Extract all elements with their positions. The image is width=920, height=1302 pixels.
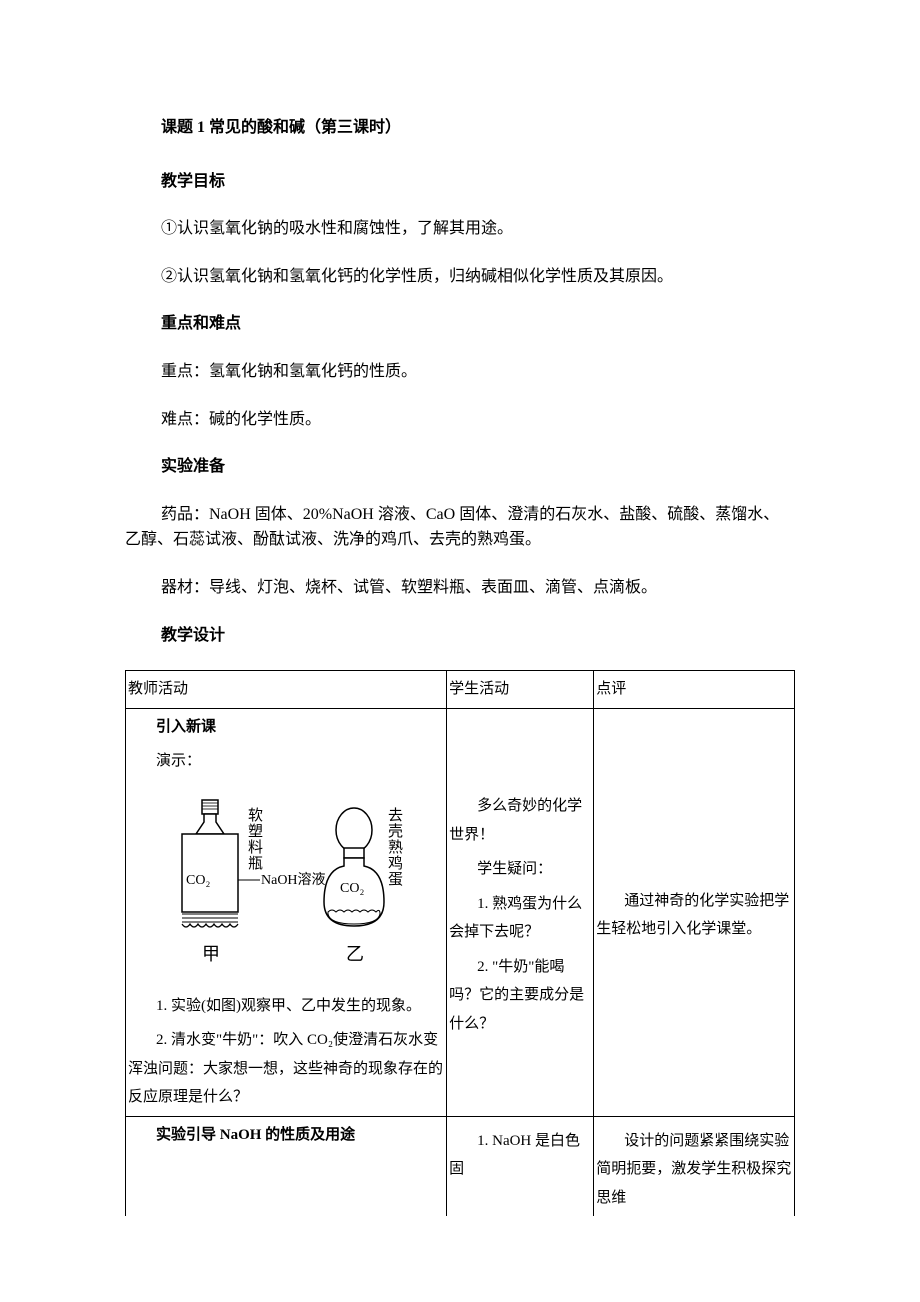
experiment-diagram: NaOH溶液 CO₂ CO₂ 软 <box>156 792 416 982</box>
cell-student-2: 1. NaOH 是白色固 <box>447 1116 594 1216</box>
egg-label: 去 壳 熟 鸡 蛋 <box>388 807 407 888</box>
heading-design: 教学设计 <box>161 623 795 649</box>
co2-label-b: CO₂ <box>340 881 364 896</box>
cell-student-1: 多么奇妙的化学世界！ 学生疑问： 1. 熟鸡蛋为什么会掉下去呢？ 2. "牛奶"… <box>447 708 594 1116</box>
flask-yi: CO₂ <box>324 808 384 926</box>
heading-goals: 教学目标 <box>161 169 795 195</box>
co2-label-a: CO₂ <box>186 873 210 888</box>
student-p3: 1. 熟鸡蛋为什么会掉下去呢？ <box>449 890 591 947</box>
header-teacher: 教师活动 <box>126 671 447 709</box>
cell-comment-1: 通过神奇的化学实验把学生轻松地引入化学课堂。 <box>594 708 795 1116</box>
bottle-material-label: 软 塑 料 瓶 <box>248 807 267 872</box>
student-p2: 学生疑问： <box>449 855 591 884</box>
comment-row2-p1: 设计的问题紧紧围绕实验简明扼要，激发学生积极探究思维 <box>596 1127 792 1213</box>
label-yi: 乙 <box>346 944 364 964</box>
design-table: 教师活动 学生活动 点评 引入新课 演示： <box>125 670 795 1216</box>
demo-label: 演示： <box>128 747 444 776</box>
table-row: 引入新课 演示： <box>126 708 795 1116</box>
bottle-jia <box>182 800 238 927</box>
goal-2: ②认识氢氧化钠和氢氧化钙的化学性质，归纳碱相似化学性质及其原因。 <box>161 264 795 290</box>
student-p1: 多么奇妙的化学世界！ <box>449 792 591 849</box>
table-row: 实验引导 NaOH 的性质及用途 1. NaOH 是白色固 设计的问题紧紧围绕实… <box>126 1116 795 1216</box>
prep-equipment: 器材：导线、灯泡、烧杯、试管、软塑料瓶、表面皿、滴管、点滴板。 <box>125 575 795 601</box>
difficult-point: 难点：碱的化学性质。 <box>161 407 795 433</box>
prep-chemicals: 药品：NaOH 固体、20%NaOH 溶液、CaO 固体、澄清的石灰水、盐酸、硫… <box>125 502 795 553</box>
cell-comment-2: 设计的问题紧紧围绕实验简明扼要，激发学生积极探究思维 <box>594 1116 795 1216</box>
key-point: 重点：氢氧化钠和氢氧化钙的性质。 <box>161 359 795 385</box>
lesson-title: 课题 1 常见的酸和碱（第三课时） <box>161 115 795 141</box>
header-comment: 点评 <box>594 671 795 709</box>
goal-1: ①认识氢氧化钠的吸水性和腐蚀性，了解其用途。 <box>161 216 795 242</box>
teacher-step-1: 1. 实验(如图)观察甲、乙中发生的现象。 <box>128 992 444 1021</box>
teacher-step-2: 2. 清水变"牛奶"：吹入 CO₂使澄清石灰水变浑浊问题：大家想一想，这些神奇的… <box>128 1026 444 1112</box>
label-jia: 甲 <box>202 944 220 964</box>
naoh-section-heading: 实验引导 NaOH 的性质及用途 <box>128 1121 444 1150</box>
heading-prep: 实验准备 <box>161 454 795 480</box>
intro-heading: 引入新课 <box>128 713 444 742</box>
header-student: 学生活动 <box>447 671 594 709</box>
comment-p1: 通过神奇的化学实验把学生轻松地引入化学课堂。 <box>596 887 792 944</box>
naoh-label: NaOH溶液 <box>261 872 326 888</box>
cell-teacher-1: 引入新课 演示： <box>126 708 447 1116</box>
cell-teacher-2: 实验引导 NaOH 的性质及用途 <box>126 1116 447 1216</box>
table-header-row: 教师活动 学生活动 点评 <box>126 671 795 709</box>
student-p4: 2. "牛奶"能喝吗？它的主要成分是什么？ <box>449 953 591 1039</box>
heading-key: 重点和难点 <box>161 311 795 337</box>
student-row2-p1: 1. NaOH 是白色固 <box>449 1127 591 1184</box>
